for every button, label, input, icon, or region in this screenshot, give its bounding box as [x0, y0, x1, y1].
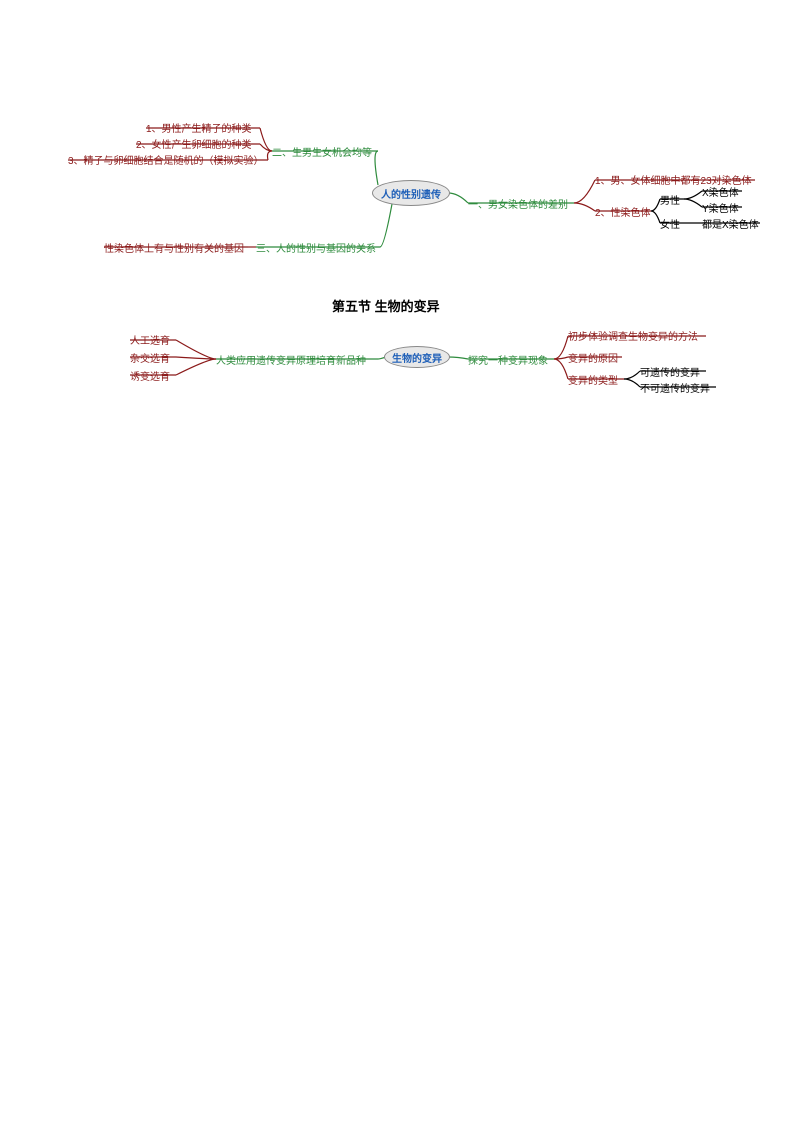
m2-right-1-3-1: 可遗传的变异: [640, 364, 700, 379]
branch-1-2-female: 女性: [660, 216, 680, 231]
connector-lines: [0, 0, 800, 1131]
section-5-title: 第五节 生物的变异: [332, 296, 440, 315]
branch-2-3: 3、精子与卵细胞结合是随机的（模拟实验）: [68, 152, 264, 167]
m2-right-1-1: 初步体验调查生物变异的方法: [568, 328, 698, 343]
branch-2: 二、生男生女机会均等: [272, 144, 372, 159]
m2-right-1-3-2: 不可遗传的变异: [640, 380, 710, 395]
m2-left-1: 人类应用遗传变异原理培育新品种: [216, 352, 366, 367]
branch-3: 三、人的性别与基因的关系: [256, 240, 376, 255]
m2-left-1-3: 诱变选育: [130, 368, 170, 383]
branch-2-2: 2、女性产生卵细胞的种类: [136, 136, 252, 151]
m2-right-1: 探究一种变异现象: [468, 352, 548, 367]
branch-1-2-female-x: 都是X染色体: [702, 216, 759, 231]
m2-right-1-3: 变异的类型: [568, 372, 618, 387]
branch-1: 一、男女染色体的差别: [468, 196, 568, 211]
map1-center-node: 人的性别遗传: [372, 180, 450, 206]
m2-right-1-2: 变异的原因: [568, 350, 618, 365]
branch-2-1: 1、男性产生精子的种类: [146, 120, 252, 135]
m2-left-1-2: 杂交选育: [130, 350, 170, 365]
branch-1-2-male-x: X染色体: [702, 184, 739, 199]
m2-left-1-1: 人工选育: [130, 332, 170, 347]
map2-center-node: 生物的变异: [384, 346, 450, 368]
branch-1-2: 2、性染色体: [595, 204, 651, 219]
branch-1-2-male: 男性: [660, 192, 680, 207]
branch-1-2-male-y: Y染色体: [702, 200, 739, 215]
page-container: 人的性别遗传 一、男女染色体的差别 1、男、女体细胞中都有23对染色体 2、性染…: [0, 0, 800, 1131]
branch-3-1: 性染色体上有与性别有关的基因: [104, 240, 244, 255]
